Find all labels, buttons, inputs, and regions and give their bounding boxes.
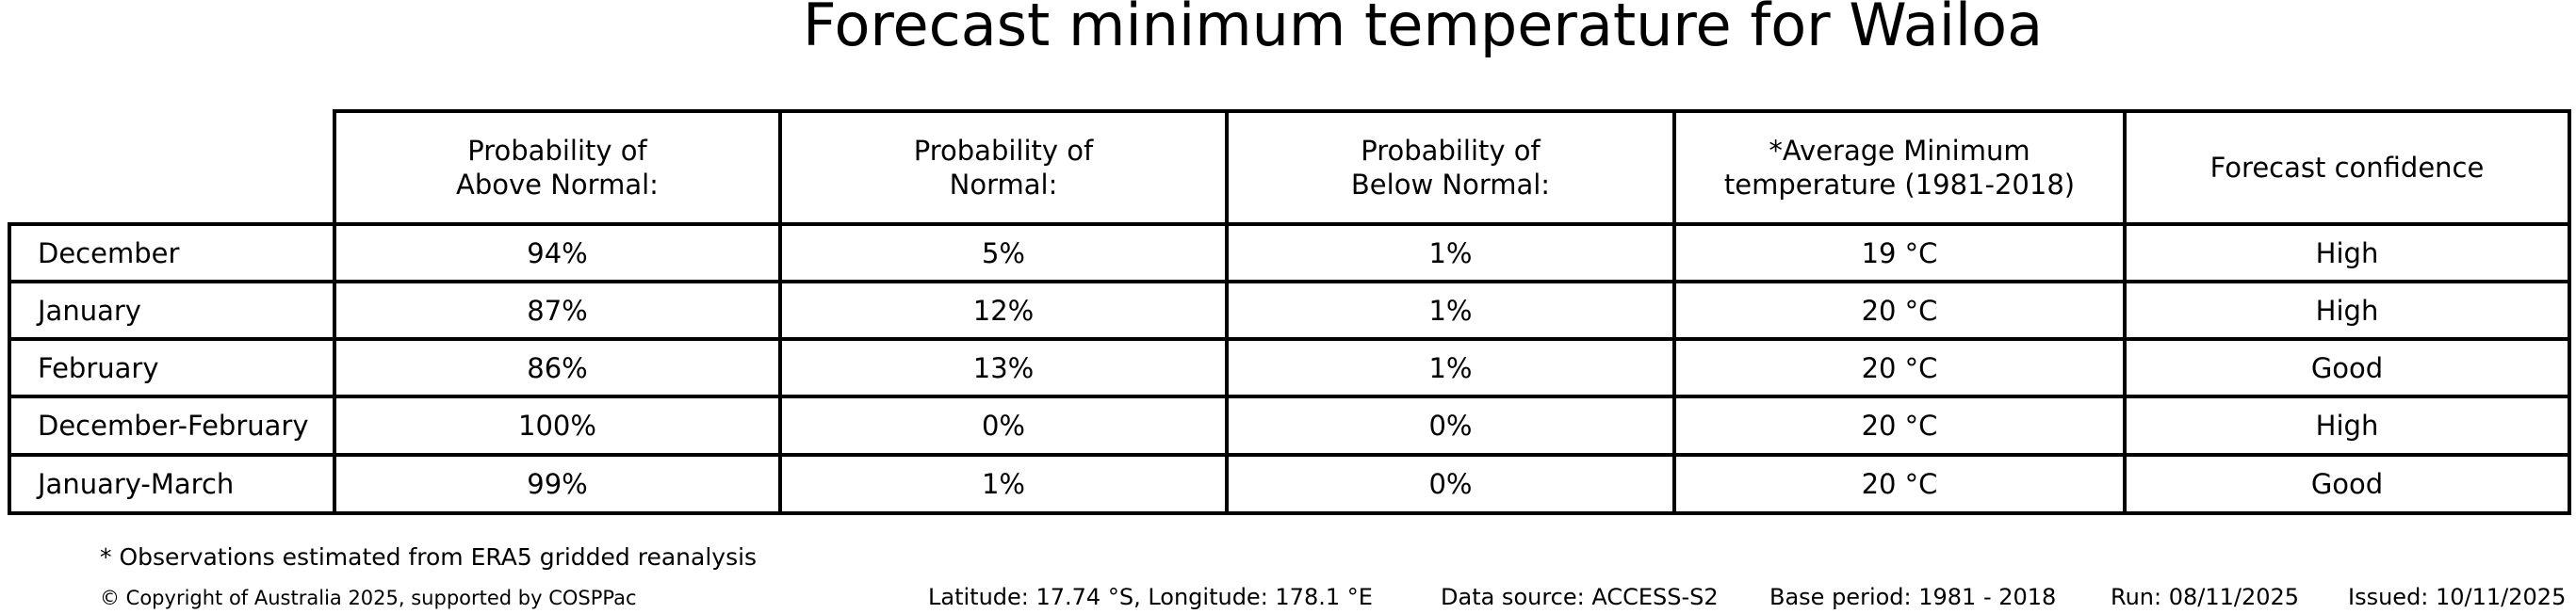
copyright-text: © Copyright of Australia 2025, supported… <box>100 587 637 609</box>
cell-avg-min-temp: 20 °C <box>1672 395 2127 457</box>
cell-prob-normal: 5% <box>778 222 1229 283</box>
cell-prob-above: 99% <box>333 453 782 515</box>
col-header-prob-normal: Probability of Normal: <box>778 109 1229 226</box>
cell-prob-above: 87% <box>333 280 782 341</box>
cell-avg-min-temp: 20 °C <box>1672 280 2127 341</box>
cell-avg-min-temp: 20 °C <box>1672 453 2127 515</box>
cell-prob-normal: 13% <box>778 337 1229 398</box>
cell-prob-below: 1% <box>1225 337 1676 398</box>
col-header-avg-min-temp: *Average Minimum temperature (1981-2018) <box>1672 109 2127 226</box>
figure-title: Forecast minimum temperature for Wailoa <box>803 0 2044 59</box>
cell-prob-above: 94% <box>333 222 782 283</box>
row-label: January <box>8 280 336 341</box>
cell-forecast-confidence: High <box>2123 395 2571 457</box>
cell-forecast-confidence: High <box>2123 222 2571 283</box>
col-header-prob-below: Probability of Below Normal: <box>1225 109 1676 226</box>
cell-avg-min-temp: 20 °C <box>1672 337 2127 398</box>
cell-prob-normal: 12% <box>778 280 1229 341</box>
row-label: December <box>8 222 336 283</box>
cell-avg-min-temp: 19 °C <box>1672 222 2127 283</box>
cell-prob-above: 86% <box>333 337 782 398</box>
row-label: February <box>8 337 336 398</box>
row-label: January-March <box>8 453 336 515</box>
table-row-january-march: January-March 99% 1% 0% 20 °C Good <box>8 453 2571 515</box>
issued-date-text: Issued: 10/11/2025 <box>2348 584 2567 610</box>
col-header-prob-above: Probability of Above Normal: <box>333 109 782 226</box>
table-row-february: February 86% 13% 1% 20 °C Good <box>8 337 2571 398</box>
cell-prob-above: 100% <box>333 395 782 457</box>
cell-prob-normal: 1% <box>778 453 1229 515</box>
era5-footnote: * Observations estimated from ERA5 gridd… <box>100 543 758 571</box>
cell-forecast-confidence: Good <box>2123 453 2571 515</box>
table-row-december: December 94% 5% 1% 19 °C High <box>8 222 2571 283</box>
cell-prob-below: 0% <box>1225 453 1676 515</box>
cell-forecast-confidence: High <box>2123 280 2571 341</box>
header-row: Probability of Above Normal: Probability… <box>9 109 2571 226</box>
cell-forecast-confidence: Good <box>2123 337 2571 398</box>
data-source-text: Data source: ACCESS-S2 <box>1441 584 1719 610</box>
corner-cell <box>9 111 334 224</box>
forecast-table: Probability of Above Normal: Probability… <box>8 109 2571 515</box>
table-row-december-february: December-February 100% 0% 0% 20 °C High <box>8 395 2571 457</box>
row-label: December-February <box>8 395 336 457</box>
cell-prob-normal: 0% <box>778 395 1229 457</box>
base-period-text: Base period: 1981 - 2018 <box>1769 584 2057 610</box>
cell-prob-below: 1% <box>1225 280 1676 341</box>
col-header-forecast-confidence: Forecast confidence <box>2123 109 2571 226</box>
cell-prob-below: 1% <box>1225 222 1676 283</box>
location-text: Latitude: 17.74 °S, Longitude: 178.1 °E <box>928 584 1373 610</box>
table-row-january: January 87% 12% 1% 20 °C High <box>8 280 2571 341</box>
cell-prob-below: 0% <box>1225 395 1676 457</box>
run-date-text: Run: 08/11/2025 <box>2111 584 2300 610</box>
